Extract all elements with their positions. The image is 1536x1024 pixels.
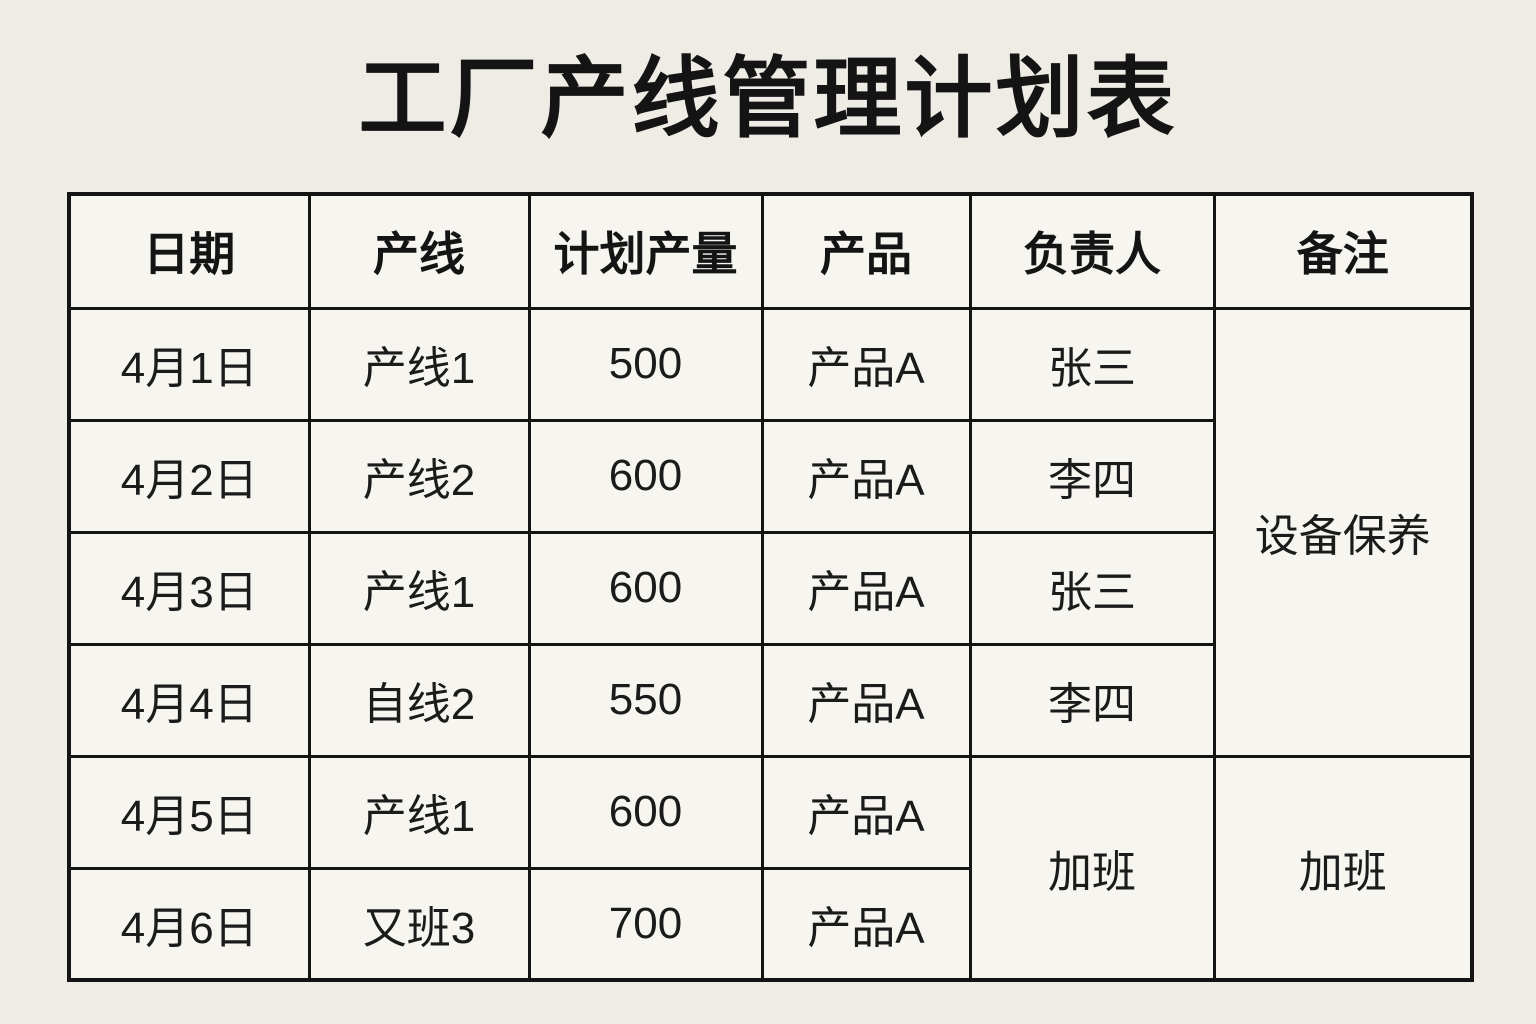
cell-r2-owner: 李四 bbox=[968, 418, 1216, 534]
cell-r2-date: 4月2日 bbox=[67, 418, 311, 534]
cell-r5-product: 产品A bbox=[760, 754, 972, 870]
page-title: 工厂产线管理计划表 bbox=[358, 49, 1178, 148]
cell-r2-qty: 600 bbox=[527, 418, 764, 534]
cell-r6-line: 又班3 bbox=[307, 866, 531, 982]
cell-owner-overtime-merged: 加班 bbox=[968, 754, 1216, 982]
cell-r3-line: 产线1 bbox=[307, 530, 531, 646]
cell-r5-line: 产线1 bbox=[307, 754, 531, 870]
cell-r1-owner: 张三 bbox=[968, 306, 1216, 422]
cell-r4-product: 产品A bbox=[760, 642, 972, 758]
cell-r3-date: 4月3日 bbox=[67, 530, 311, 646]
header-row: 日期 产线 计划产量 产品 负责人 备注 bbox=[67, 192, 1474, 310]
cell-r5-date: 4月5日 bbox=[67, 754, 311, 870]
cell-r6-qty: 700 bbox=[527, 866, 764, 982]
cell-r4-line: 自线2 bbox=[307, 642, 531, 758]
table-row-4: 4月4日 自线2 550 产品A 李四 bbox=[67, 642, 1472, 758]
cell-remark-maintenance-merged: 设备保养 bbox=[1212, 306, 1474, 758]
cell-r1-line: 产线1 bbox=[307, 306, 531, 422]
cell-r5-qty: 600 bbox=[527, 754, 764, 870]
table-row-3: 4月3日 产线1 600 产品A 张三 bbox=[67, 530, 1472, 646]
col-header-owner: 负责人 bbox=[968, 192, 1216, 310]
cell-r1-qty: 500 bbox=[527, 306, 764, 422]
col-header-product: 产品 bbox=[760, 192, 972, 310]
cell-r4-owner: 李四 bbox=[968, 642, 1216, 758]
cell-r2-product: 产品A bbox=[760, 418, 972, 534]
col-header-line: 产线 bbox=[307, 192, 531, 310]
cell-r1-date: 4月1日 bbox=[67, 306, 311, 422]
cell-r3-owner: 张三 bbox=[968, 530, 1216, 646]
cell-r6-date: 4月6日 bbox=[67, 866, 311, 982]
cell-r3-qty: 600 bbox=[527, 530, 764, 646]
cell-r1-product: 产品A bbox=[760, 306, 972, 422]
cell-r4-qty: 550 bbox=[527, 642, 764, 758]
production-plan-table: 日期 产线 计划产量 产品 负责人 备注 4月1日 产线1 500 产品A 张三… bbox=[67, 192, 1474, 982]
cell-r2-line: 产线2 bbox=[307, 418, 531, 534]
cell-r4-date: 4月4日 bbox=[67, 642, 311, 758]
col-header-date: 日期 bbox=[67, 192, 311, 310]
table-row-5: 4月5日 产线1 600 产品A 加班 加班 bbox=[67, 754, 1474, 982]
table-row-2: 4月2日 产线2 600 产品A 李四 bbox=[67, 418, 1472, 534]
cell-r6-product: 产品A bbox=[760, 866, 972, 982]
cell-remark-overtime-merged: 加班 bbox=[1212, 754, 1474, 982]
table-row-1: 4月1日 产线1 500 产品A 张三 设备保养 bbox=[67, 306, 1474, 758]
col-header-remark: 备注 bbox=[1212, 192, 1474, 310]
table-row-6: 4月6日 又班3 700 产品A bbox=[67, 866, 1472, 982]
cell-r3-product: 产品A bbox=[760, 530, 972, 646]
col-header-planned-output: 计划产量 bbox=[527, 192, 764, 310]
